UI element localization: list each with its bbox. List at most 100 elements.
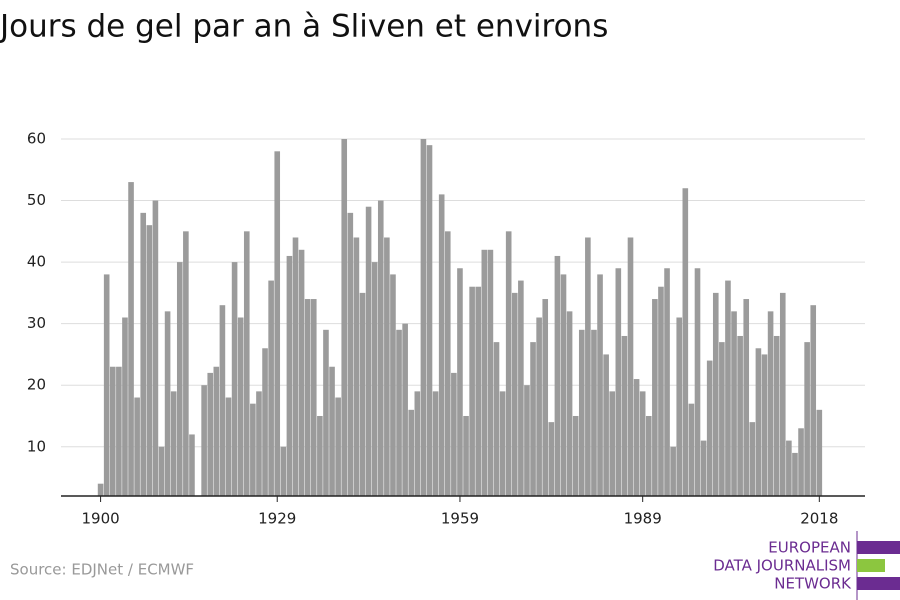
bar	[231, 262, 238, 496]
logo-text: DATA JOURNALISM	[713, 557, 851, 575]
bar	[609, 391, 616, 496]
x-tick-label: 2018	[800, 510, 838, 528]
bar	[597, 274, 603, 496]
bar	[639, 391, 646, 496]
bar	[719, 342, 725, 496]
bar	[152, 200, 159, 496]
bar	[469, 286, 475, 496]
bar	[310, 299, 317, 496]
bar	[402, 323, 408, 496]
bar	[457, 268, 463, 496]
bar	[737, 335, 743, 496]
bar	[536, 317, 542, 496]
y-tick-label: 20	[27, 376, 46, 394]
bar	[560, 274, 567, 496]
bar	[243, 231, 250, 497]
bar	[438, 194, 445, 496]
bar	[700, 440, 707, 496]
bar	[578, 329, 585, 496]
bar	[122, 317, 128, 496]
bar	[810, 305, 817, 496]
bar	[518, 280, 524, 496]
bar	[219, 305, 226, 496]
x-tick-label: 1900	[81, 510, 119, 528]
bar	[505, 231, 512, 497]
bar	[426, 145, 433, 497]
bar	[408, 409, 415, 496]
bar	[225, 397, 232, 496]
bar	[207, 372, 214, 496]
bar	[97, 483, 104, 496]
bar	[725, 280, 731, 496]
logo-text: EUROPEAN	[768, 539, 851, 557]
bar	[511, 292, 518, 496]
bar	[390, 274, 396, 496]
bar	[371, 262, 378, 496]
bar	[542, 299, 549, 496]
bar	[658, 286, 664, 496]
bar	[298, 249, 305, 496]
bar	[164, 311, 171, 496]
bar	[377, 200, 384, 496]
bar	[103, 274, 110, 496]
logo-text: NETWORK	[774, 575, 852, 593]
bar	[670, 446, 676, 496]
bar	[414, 391, 421, 496]
bar	[755, 348, 762, 496]
bar	[773, 335, 780, 496]
bar	[804, 342, 810, 496]
bar	[146, 225, 153, 496]
bar	[237, 317, 244, 496]
bar	[792, 452, 798, 496]
bar	[420, 139, 427, 496]
bar	[554, 255, 561, 496]
source: Source: EDJNet / ECMWF	[10, 561, 194, 579]
bar	[250, 403, 256, 496]
y-tick-label: 10	[27, 437, 46, 455]
bar	[335, 397, 341, 496]
bar	[743, 299, 750, 496]
bar	[444, 231, 451, 497]
bar	[116, 366, 122, 496]
bar	[384, 237, 390, 496]
bar	[463, 415, 469, 496]
bar	[189, 434, 195, 496]
bar	[664, 268, 670, 496]
bar	[158, 446, 165, 496]
bar	[786, 440, 792, 496]
y-tick-label: 60	[27, 130, 46, 148]
bar	[779, 292, 786, 496]
bar	[652, 299, 658, 496]
bar	[767, 311, 774, 496]
bar	[134, 397, 140, 496]
bar	[341, 139, 348, 496]
bar	[323, 329, 329, 496]
bar	[274, 151, 281, 496]
bar	[694, 268, 701, 496]
bar	[256, 391, 262, 496]
bar	[621, 335, 628, 496]
bar	[170, 391, 177, 496]
bar	[499, 391, 506, 496]
bar	[109, 366, 116, 496]
bar	[493, 342, 500, 496]
bar	[201, 385, 207, 496]
bar	[347, 212, 354, 497]
bar	[183, 231, 189, 497]
bar	[591, 329, 597, 496]
bar	[572, 415, 579, 496]
bar	[603, 354, 609, 496]
bar	[213, 366, 220, 496]
bar	[798, 428, 804, 496]
bar	[633, 379, 640, 496]
chart-title: Jours de gel par an à Sliven et environs	[0, 9, 608, 45]
bar	[292, 237, 299, 496]
bar	[481, 249, 488, 496]
bar	[676, 317, 683, 496]
bar	[286, 255, 293, 496]
logo-bar	[857, 541, 900, 554]
bar	[262, 348, 268, 496]
bar	[451, 372, 457, 496]
y-tick-label: 50	[27, 191, 46, 209]
